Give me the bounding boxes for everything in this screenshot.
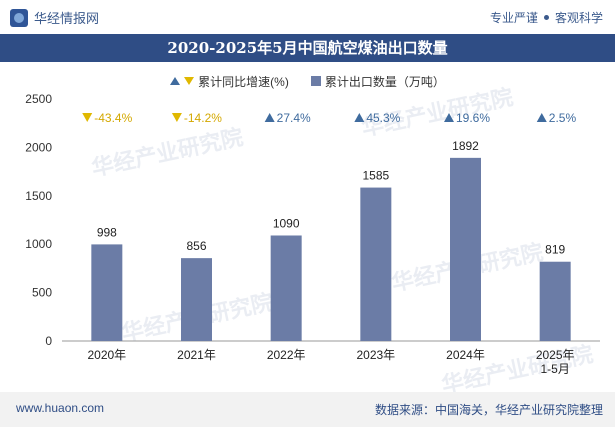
brand-logo-icon [10, 8, 28, 27]
growth-down-icon [82, 113, 93, 122]
footer-website[interactable]: www.huaon.com [16, 401, 105, 415]
tagline-left: 专业严谨 [489, 11, 538, 25]
y-tick-label: 0 [45, 334, 52, 348]
bar-value-label: 819 [545, 243, 565, 257]
bar [450, 157, 481, 341]
bar [270, 235, 302, 341]
x-tick-label: 2021年 [177, 348, 216, 362]
x-tick-label: 2024年 [446, 348, 485, 362]
bar [91, 244, 123, 341]
tagline: 专业严谨 客观科学 [490, 9, 603, 26]
legend-swatch-icon [310, 76, 321, 86]
brand: 华经情报网 [10, 8, 99, 27]
growth-up-icon [264, 113, 275, 122]
bar [181, 258, 212, 341]
x-tick-label: 2022年 [267, 348, 306, 362]
x-tick-label: 1-5月 [540, 362, 569, 376]
growth-up-icon [536, 113, 547, 122]
bar-value-label: 998 [97, 225, 117, 239]
y-tick-label: 2500 [25, 92, 52, 106]
brand-name: 华经情报网 [34, 11, 100, 26]
tagline-right: 客观科学 [554, 11, 603, 25]
legend-label-volume: 累计出口数量（万吨） [324, 74, 445, 89]
y-tick-label: 1000 [25, 237, 52, 251]
growth-label: 27.4% [277, 111, 311, 125]
growth-label: -14.2% [184, 111, 222, 125]
triangle-up-icon [170, 77, 181, 85]
growth-up-icon [444, 113, 454, 122]
growth-label: 19.6% [456, 111, 490, 125]
chart-legend: 累计同比增速(%) 累计出口数量（万吨） [0, 70, 615, 92]
growth-up-icon [354, 113, 365, 122]
bar-value-label: 856 [186, 239, 206, 253]
bar-value-label: 1585 [362, 169, 389, 183]
legend-item-volume: 累计出口数量（万吨） [310, 73, 445, 90]
bar-value-label: 1892 [452, 139, 479, 153]
y-tick-label: 2000 [25, 140, 52, 154]
growth-label: 2.5% [549, 111, 577, 125]
growth-label: -43.4% [94, 111, 132, 125]
top-bar: 华经情报网 专业严谨 客观科学 [0, 0, 615, 34]
legend-item-growth: 累计同比增速(%) [170, 73, 289, 90]
chart-title: 2020-2025年5月中国航空煤油出口数量 [0, 34, 615, 62]
growth-down-icon [171, 113, 182, 122]
x-tick-label: 2023年 [356, 348, 395, 362]
y-tick-label: 500 [32, 286, 52, 300]
x-tick-label: 2020年 [87, 348, 126, 362]
footer-source: 数据来源：中国海关，华经产业研究院整理 [374, 403, 603, 417]
legend-label-growth: 累计同比增速(%) [198, 74, 289, 89]
bullet-dot-icon [543, 15, 549, 20]
y-tick-label: 1500 [25, 189, 52, 203]
x-tick-label: 2025年 [536, 348, 575, 362]
triangle-down-icon [184, 77, 195, 85]
bar [360, 187, 392, 341]
footer: www.huaon.com 数据来源：中国海关，华经产业研究院整理 [0, 392, 615, 427]
bar [539, 261, 571, 341]
growth-label: 45.3% [366, 111, 400, 125]
bar-value-label: 1090 [273, 216, 300, 230]
